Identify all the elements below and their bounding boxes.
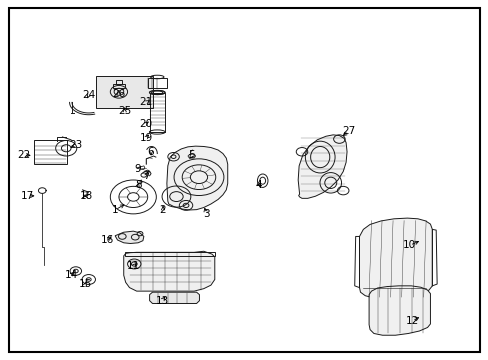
Polygon shape <box>115 231 143 243</box>
Text: 11: 11 <box>126 261 140 271</box>
Text: 22: 22 <box>18 150 31 160</box>
Text: 4: 4 <box>255 180 262 190</box>
Text: 25: 25 <box>118 106 131 116</box>
Text: 6: 6 <box>147 147 154 157</box>
Text: 20: 20 <box>140 118 153 129</box>
Text: 26: 26 <box>112 89 125 99</box>
Text: 18: 18 <box>80 191 93 201</box>
Text: 16: 16 <box>100 235 113 245</box>
Text: 14: 14 <box>64 270 78 280</box>
Polygon shape <box>149 292 199 303</box>
Text: 19: 19 <box>140 133 153 143</box>
Text: 23: 23 <box>69 140 82 150</box>
Text: 15: 15 <box>79 279 92 289</box>
Text: 1: 1 <box>112 205 118 215</box>
Text: 10: 10 <box>403 240 416 250</box>
Polygon shape <box>166 146 227 210</box>
Polygon shape <box>298 135 346 198</box>
Text: 27: 27 <box>342 126 355 136</box>
Text: 17: 17 <box>21 191 35 201</box>
Polygon shape <box>368 286 429 335</box>
Text: 5: 5 <box>188 150 195 160</box>
Text: 12: 12 <box>405 316 418 326</box>
Text: 13: 13 <box>155 296 168 306</box>
Bar <box>34 140 67 164</box>
Polygon shape <box>359 218 431 299</box>
Bar <box>96 76 153 108</box>
Polygon shape <box>123 251 214 291</box>
Text: 3: 3 <box>203 208 209 219</box>
Text: 2: 2 <box>160 205 166 215</box>
Bar <box>147 78 166 88</box>
Text: 7: 7 <box>142 171 149 181</box>
Bar <box>113 84 124 87</box>
Text: 9: 9 <box>135 165 141 174</box>
Text: 21: 21 <box>140 98 153 107</box>
Text: 24: 24 <box>82 90 95 100</box>
Bar <box>116 80 122 84</box>
Text: 8: 8 <box>135 180 141 190</box>
Bar <box>124 252 214 256</box>
